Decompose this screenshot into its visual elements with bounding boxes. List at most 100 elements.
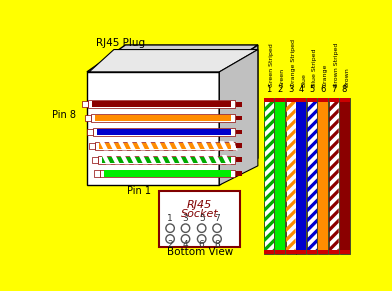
Bar: [339, 98, 350, 102]
Polygon shape: [264, 178, 274, 193]
Polygon shape: [307, 198, 317, 213]
Bar: [240, 143, 241, 148]
Polygon shape: [329, 78, 339, 93]
Bar: [296, 98, 307, 102]
Text: Blue Striped: Blue Striped: [312, 48, 317, 86]
Bar: [241, 171, 243, 176]
Bar: [318, 98, 328, 253]
Polygon shape: [264, 118, 274, 133]
Bar: [97, 129, 231, 135]
Bar: [93, 101, 231, 107]
Bar: [241, 116, 243, 120]
Bar: [241, 102, 243, 107]
Text: 6: 6: [199, 240, 205, 249]
Text: Pin 1: Pin 1: [127, 186, 151, 196]
Polygon shape: [264, 78, 274, 93]
Polygon shape: [329, 138, 339, 153]
Bar: [275, 98, 285, 102]
Bar: [275, 98, 285, 253]
Polygon shape: [155, 141, 164, 150]
Polygon shape: [307, 118, 317, 133]
Polygon shape: [138, 155, 148, 164]
Polygon shape: [307, 238, 317, 253]
Text: Blue: Blue: [301, 73, 307, 86]
Bar: [240, 129, 241, 134]
Polygon shape: [329, 98, 339, 113]
Polygon shape: [307, 138, 317, 153]
Bar: [236, 143, 237, 148]
Bar: [102, 157, 231, 163]
Polygon shape: [286, 258, 296, 273]
Polygon shape: [329, 158, 339, 173]
Bar: [241, 129, 243, 134]
Bar: [307, 98, 317, 253]
Polygon shape: [87, 45, 258, 72]
Bar: [286, 250, 296, 253]
Text: Orange Striped: Orange Striped: [290, 38, 296, 86]
Circle shape: [166, 235, 174, 243]
Polygon shape: [329, 188, 339, 203]
Bar: [339, 98, 350, 253]
Polygon shape: [210, 141, 220, 150]
Text: 4: 4: [183, 240, 188, 249]
Polygon shape: [182, 141, 192, 150]
Polygon shape: [176, 155, 185, 164]
Polygon shape: [157, 155, 166, 164]
Bar: [241, 157, 243, 162]
Bar: [236, 102, 237, 107]
Polygon shape: [307, 148, 317, 163]
Text: 3: 3: [288, 85, 293, 94]
Circle shape: [213, 224, 221, 233]
Polygon shape: [220, 49, 258, 185]
Text: Green: Green: [280, 68, 285, 86]
Polygon shape: [286, 248, 296, 263]
Bar: [264, 250, 274, 253]
Text: 8: 8: [342, 85, 347, 94]
Polygon shape: [329, 178, 339, 193]
Polygon shape: [99, 141, 109, 150]
Bar: [264, 98, 274, 253]
Polygon shape: [222, 155, 231, 164]
Text: 8: 8: [214, 240, 220, 249]
Bar: [240, 171, 241, 176]
Bar: [82, 101, 89, 107]
Bar: [286, 98, 296, 253]
Polygon shape: [164, 141, 173, 150]
Polygon shape: [145, 141, 155, 150]
Polygon shape: [307, 188, 317, 203]
Polygon shape: [286, 88, 296, 103]
Polygon shape: [286, 228, 296, 243]
Bar: [339, 250, 350, 253]
Text: 4: 4: [299, 85, 304, 94]
Polygon shape: [264, 168, 274, 183]
Text: RJ45: RJ45: [187, 200, 212, 210]
Bar: [238, 171, 239, 176]
Text: 1: 1: [167, 214, 173, 223]
Bar: [91, 114, 235, 122]
Bar: [339, 98, 350, 253]
Polygon shape: [220, 141, 229, 150]
Bar: [264, 98, 274, 102]
Text: 6: 6: [320, 85, 326, 94]
Polygon shape: [264, 148, 274, 163]
Polygon shape: [264, 198, 274, 213]
Bar: [159, 191, 240, 247]
Polygon shape: [129, 155, 138, 164]
Text: Socket: Socket: [181, 209, 219, 219]
Text: 7: 7: [214, 214, 220, 223]
Text: 3: 3: [183, 214, 189, 223]
Polygon shape: [264, 218, 274, 233]
Bar: [95, 142, 235, 150]
Bar: [318, 98, 328, 253]
Text: RJ45 Plug: RJ45 Plug: [96, 38, 145, 49]
Bar: [318, 98, 328, 102]
Polygon shape: [286, 208, 296, 223]
Polygon shape: [87, 72, 220, 185]
Polygon shape: [264, 188, 274, 203]
Polygon shape: [286, 178, 296, 193]
Text: Pin 8: Pin 8: [52, 110, 76, 120]
Bar: [240, 102, 241, 107]
Polygon shape: [229, 141, 238, 150]
Polygon shape: [212, 155, 222, 164]
Polygon shape: [220, 45, 258, 185]
